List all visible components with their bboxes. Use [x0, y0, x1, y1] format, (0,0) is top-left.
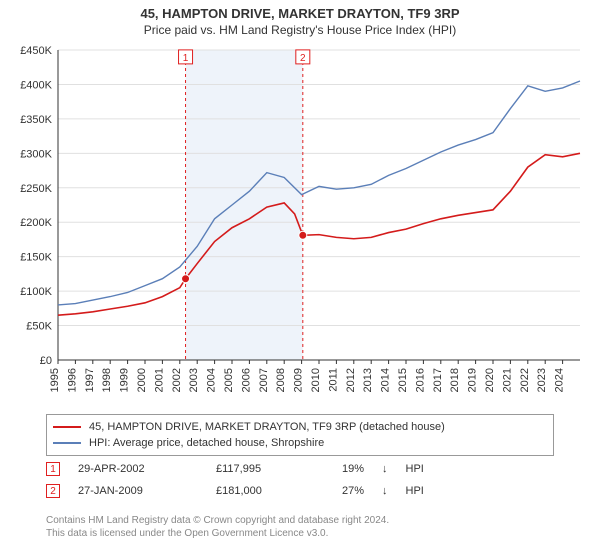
arrow-icon: ↓ [382, 463, 388, 475]
sale-date: 29-APR-2002 [78, 463, 198, 475]
svg-text:£400K: £400K [20, 79, 52, 91]
svg-text:2001: 2001 [153, 368, 165, 392]
svg-text:£50K: £50K [26, 321, 52, 333]
svg-text:2021: 2021 [501, 368, 513, 392]
svg-text:£300K: £300K [20, 148, 52, 160]
svg-text:2017: 2017 [432, 368, 444, 392]
svg-text:1996: 1996 [66, 368, 78, 392]
svg-text:2018: 2018 [449, 368, 461, 392]
legend-item-hpi: HPI: Average price, detached house, Shro… [53, 435, 547, 451]
svg-text:£0: £0 [40, 355, 52, 367]
svg-text:£450K: £450K [20, 45, 52, 57]
legend-label: HPI: Average price, detached house, Shro… [89, 437, 324, 449]
svg-text:2009: 2009 [293, 368, 305, 392]
svg-text:1997: 1997 [84, 368, 96, 392]
svg-text:£200K: £200K [20, 217, 52, 229]
chart-title-address: 45, HAMPTON DRIVE, MARKET DRAYTON, TF9 3… [0, 0, 600, 21]
svg-text:2020: 2020 [484, 368, 496, 392]
sale-pct: 27% [314, 485, 364, 497]
svg-text:2015: 2015 [397, 368, 409, 392]
svg-text:2: 2 [300, 53, 306, 64]
footer-line: This data is licensed under the Open Gov… [46, 527, 554, 540]
svg-text:2010: 2010 [310, 368, 322, 392]
svg-text:1998: 1998 [101, 368, 113, 392]
svg-text:2003: 2003 [188, 368, 200, 392]
svg-text:£150K: £150K [20, 252, 52, 264]
sale-row: 2 27-JAN-2009 £181,000 27% ↓ HPI [46, 480, 554, 502]
sale-row: 1 29-APR-2002 £117,995 19% ↓ HPI [46, 458, 554, 480]
chart-container: 45, HAMPTON DRIVE, MARKET DRAYTON, TF9 3… [0, 0, 600, 560]
svg-text:2011: 2011 [327, 368, 339, 392]
svg-text:2000: 2000 [136, 368, 148, 392]
svg-text:2008: 2008 [275, 368, 287, 392]
svg-text:2019: 2019 [467, 368, 479, 392]
sale-price: £117,995 [216, 463, 296, 475]
svg-text:1995: 1995 [49, 368, 61, 392]
legend-swatch-icon [53, 426, 81, 428]
sales-table: 1 29-APR-2002 £117,995 19% ↓ HPI 2 27-JA… [46, 458, 554, 502]
sale-vs: HPI [406, 463, 424, 475]
svg-text:2023: 2023 [536, 368, 548, 392]
svg-text:2004: 2004 [206, 368, 218, 392]
sale-pct: 19% [314, 463, 364, 475]
chart-plot: £0 £50K £100K £150K £200K £250K £300K £350K £400… [10, 44, 590, 406]
svg-text:2012: 2012 [345, 368, 357, 392]
legend-swatch-icon [53, 442, 81, 444]
sale-vs: HPI [406, 485, 424, 497]
svg-text:2006: 2006 [240, 368, 252, 392]
chart-title-sub: Price paid vs. HM Land Registry's House … [0, 21, 600, 41]
svg-text:£250K: £250K [20, 183, 52, 195]
legend-label: 45, HAMPTON DRIVE, MARKET DRAYTON, TF9 3… [89, 421, 445, 433]
svg-text:2005: 2005 [223, 368, 235, 392]
svg-text:2022: 2022 [519, 368, 531, 392]
svg-text:2013: 2013 [362, 368, 374, 392]
svg-text:2024: 2024 [554, 368, 566, 392]
marker-icon: 2 [46, 484, 60, 498]
svg-text:2007: 2007 [258, 368, 270, 392]
legend: 45, HAMPTON DRIVE, MARKET DRAYTON, TF9 3… [46, 414, 554, 456]
sale-date: 27-JAN-2009 [78, 485, 198, 497]
legend-item-property: 45, HAMPTON DRIVE, MARKET DRAYTON, TF9 3… [53, 419, 547, 435]
footer: Contains HM Land Registry data © Crown c… [46, 514, 554, 540]
svg-text:£350K: £350K [20, 114, 52, 126]
arrow-icon: ↓ [382, 485, 388, 497]
marker-icon: 1 [46, 462, 60, 476]
svg-text:1999: 1999 [119, 368, 131, 392]
svg-text:£100K: £100K [20, 286, 52, 298]
svg-text:2016: 2016 [414, 368, 426, 392]
sale-price: £181,000 [216, 485, 296, 497]
svg-text:2014: 2014 [380, 368, 392, 392]
svg-text:2002: 2002 [171, 368, 183, 392]
footer-line: Contains HM Land Registry data © Crown c… [46, 514, 554, 527]
svg-text:1: 1 [183, 53, 189, 64]
